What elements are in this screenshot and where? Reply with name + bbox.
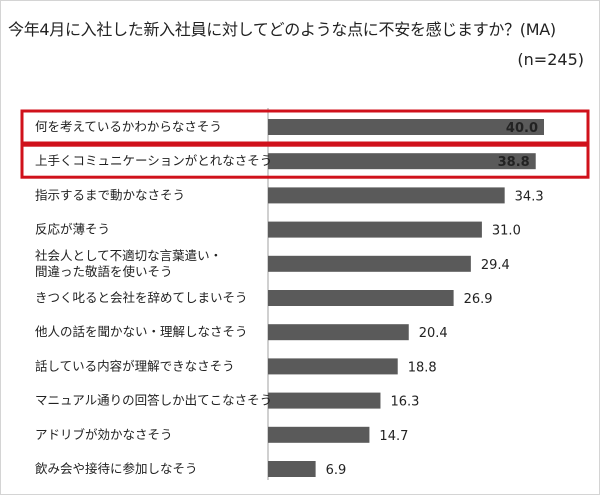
value-label-7: 20.4 <box>419 326 448 341</box>
highlight-box-1 <box>20 109 590 145</box>
category-label-7: 他人の話を聞かない・理解しなさそう <box>35 324 248 339</box>
category-label-5: 社会人として不適切な言葉遣い・間違った敬語を使いそう <box>35 248 222 279</box>
value-label-6: 26.9 <box>464 292 493 307</box>
bar-6 <box>268 290 454 306</box>
value-label-10: 14.7 <box>379 429 408 444</box>
category-label-9: マニュアル通りの回答しか出てこなさそう <box>35 393 272 408</box>
sample-size: (n=245) <box>517 50 584 69</box>
value-label-4: 31.0 <box>492 224 521 239</box>
highlight-box-2 <box>20 143 590 179</box>
bar-2 <box>268 153 536 170</box>
value-label-2: 38.8 <box>498 155 530 170</box>
category-label-1: 何を考えているかわからなさそう <box>35 119 222 134</box>
value-label-3: 34.3 <box>515 189 544 204</box>
bar-3 <box>268 187 505 204</box>
category-label-11: 飲み会や接待に参加しなそう <box>35 461 198 476</box>
bar-1 <box>268 119 544 135</box>
chart-title: 今年4月に入社した新入社員に対してどのような点に不安を感じますか？(MA) <box>8 20 556 39</box>
value-label-5: 29.4 <box>481 258 510 273</box>
value-label-9: 16.3 <box>390 395 419 410</box>
category-label-10: アドリブが効かなさそう <box>35 427 173 442</box>
category-label-8: 話している内容が理解できなさそう <box>35 358 235 373</box>
bar-4 <box>268 221 482 238</box>
bar-5 <box>268 255 471 272</box>
bar-10 <box>268 426 370 443</box>
value-label-1: 40.0 <box>506 121 538 136</box>
category-label-4: 反応が薄そう <box>35 222 110 237</box>
bar-9 <box>268 392 381 409</box>
bar-7 <box>268 324 409 341</box>
category-label-3: 指示するまで動かなさそう <box>35 187 185 202</box>
value-label-11: 6.9 <box>326 463 347 478</box>
category-label-2: 上手くコミュニケーションがとれなさそう <box>35 153 272 168</box>
category-label-6: きつく叱ると会社を辞めてしまいそう <box>35 290 248 305</box>
value-label-8: 18.8 <box>408 360 437 375</box>
bar-8 <box>268 358 398 375</box>
bar-11 <box>268 461 316 477</box>
